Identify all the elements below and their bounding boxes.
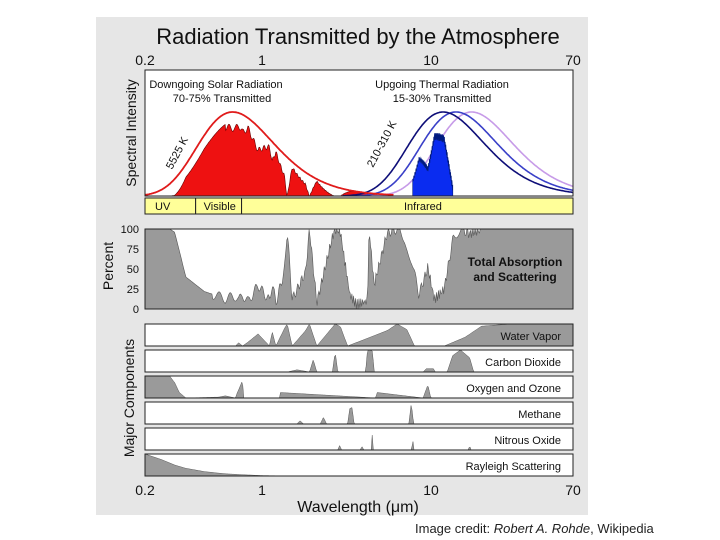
band-strip: UV Visible Infrared: [144, 197, 574, 215]
chart-title: Radiation Transmitted by the Atmosphere: [156, 24, 560, 49]
thermal-transmitted-fill: [412, 133, 454, 196]
intensity-panel-frame: [144, 69, 574, 197]
top-tick-70: 70: [565, 52, 581, 68]
component-label-oxygen-and-ozone: Oxygen and Ozone: [466, 383, 561, 395]
component-frame-oxygen-and-ozone: [144, 375, 574, 399]
thermal-curve-310k: [342, 111, 573, 196]
absorption-y-ticks: 100 75 50 25 0: [121, 224, 139, 316]
band-label-infrared: Infrared: [404, 201, 442, 213]
top-tick-1: 1: [258, 52, 266, 68]
credit-suffix: , Wikipedia: [590, 521, 654, 536]
band-infrared: [241, 197, 574, 215]
bottom-tick-70: 70: [565, 482, 581, 498]
percent-tick-100: 100: [121, 224, 139, 236]
percent-tick-0: 0: [133, 304, 139, 316]
components-ylabel: Major Components: [121, 339, 137, 457]
component-frame-carbon-dioxide: [144, 349, 574, 373]
solar-curve: [145, 111, 394, 196]
percent-tick-50: 50: [127, 264, 139, 276]
bottom-tick-0.2: 0.2: [135, 482, 155, 498]
credit-prefix: Image credit:: [415, 521, 494, 536]
absorption-plot: [145, 229, 573, 309]
component-label-water-vapor: Water Vapor: [500, 331, 561, 343]
component-label-nitrous-oxide: Nitrous Oxide: [494, 435, 561, 447]
component-row-nitrous-oxide: [145, 428, 573, 450]
bottom-tick-10: 10: [423, 482, 439, 498]
component-frame-methane: [144, 401, 574, 425]
band-label-uv: UV: [155, 201, 171, 213]
thermal-sub: 15-30% Transmitted: [393, 93, 491, 105]
thermal-heading: Upgoing Thermal Radiation: [375, 79, 509, 91]
intensity-plot: [145, 111, 573, 196]
components-plot: Water Vapor Carbon Dioxide Oxygen and Ozon…: [144, 323, 574, 477]
component-label-rayleigh-scattering: Rayleigh Scattering: [466, 461, 561, 473]
component-frame-rayleigh-scattering: [144, 453, 574, 477]
percent-tick-25: 25: [127, 284, 139, 296]
component-frame-nitrous-oxide: [144, 427, 574, 451]
solar-heading: Downgoing Solar Radiation: [149, 79, 282, 91]
component-row-methane: [145, 402, 573, 424]
band-label-visible: Visible: [204, 201, 236, 213]
top-tick-10: 10: [423, 52, 439, 68]
credit-author: Robert A. Rohde: [493, 521, 591, 536]
component-label-carbon-dioxide: Carbon Dioxide: [485, 357, 561, 369]
component-frame-water-vapor: [144, 323, 574, 347]
component-label-methane: Methane: [518, 409, 561, 421]
image-credit: Image credit: Robert A. Rohde, Wikipedia: [415, 521, 654, 536]
absorption-label-line1: Total Absorption: [468, 255, 563, 269]
percent-tick-75: 75: [127, 244, 139, 256]
band-uv: [144, 197, 197, 215]
absorption-area: [145, 229, 573, 309]
percent-ylabel: Percent: [100, 242, 116, 290]
component-row-oxygen-and-ozone: [145, 376, 573, 398]
absorption-panel-frame: [144, 228, 574, 310]
top-tick-0.2: 0.2: [135, 52, 155, 68]
intensity-ylabel: Spectral Intensity: [123, 79, 139, 186]
solar-transmitted-fill: [145, 123, 381, 196]
thermal-curve-260k: [342, 111, 573, 196]
bottom-tick-1: 1: [258, 482, 266, 498]
component-row-rayleigh-scattering: [145, 454, 573, 476]
absorption-label-line2: and Scattering: [473, 270, 556, 284]
x-axis-label: Wavelength (μm): [297, 499, 419, 516]
solar-sub: 70-75% Transmitted: [173, 93, 271, 105]
